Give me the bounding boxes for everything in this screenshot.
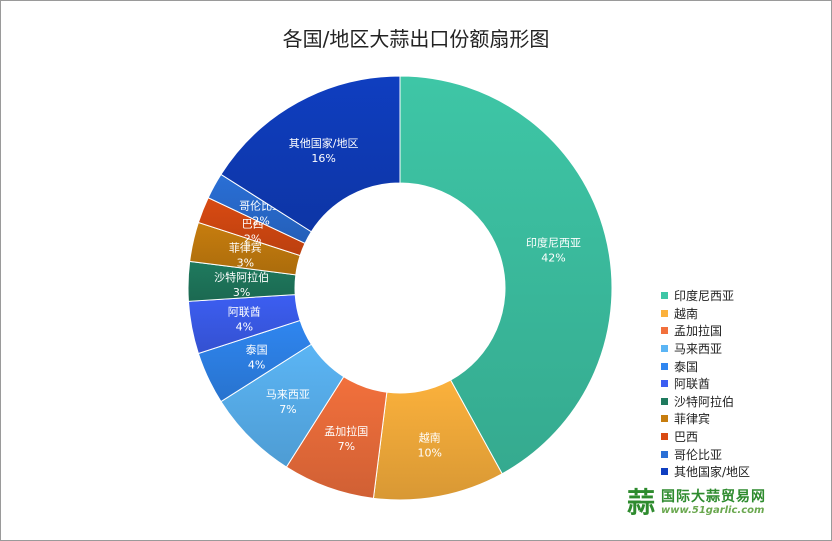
legend-label-10: 其他国家/地区 bbox=[674, 465, 751, 480]
legend-swatch-2 bbox=[661, 327, 668, 335]
slice-percent-9: 2% bbox=[252, 215, 269, 228]
slice-percent-4: 4% bbox=[248, 358, 265, 371]
chart-title: 各国/地区大蒜出口份额扇形图 bbox=[282, 27, 550, 51]
slice-percent-3: 7% bbox=[279, 403, 296, 416]
legend-item-8: 巴西 bbox=[661, 428, 750, 446]
legend-label-8: 巴西 bbox=[674, 430, 699, 445]
slice-label-3: 马来西亚 bbox=[266, 388, 310, 401]
slice-percent-5: 4% bbox=[236, 321, 253, 334]
slice-label-0: 印度尼西亚 bbox=[526, 236, 581, 250]
legend-swatch-10 bbox=[661, 468, 668, 476]
legend-item-7: 菲律宾 bbox=[661, 410, 750, 428]
legend-item-0: 印度尼西亚 bbox=[661, 287, 750, 305]
legend-label-1: 越南 bbox=[674, 306, 699, 321]
garlic-logo-icon: 蒜 bbox=[627, 486, 655, 519]
legend-label-6: 沙特阿拉伯 bbox=[674, 394, 735, 409]
slice-percent-0: 42% bbox=[541, 252, 565, 265]
slice-label-1: 越南 bbox=[419, 431, 441, 445]
legend-swatch-3 bbox=[661, 345, 668, 353]
slice-label-6: 沙特阿拉伯 bbox=[214, 270, 269, 284]
chart-legend: 印度尼西亚越南孟加拉国马来西亚泰国阿联酋沙特阿拉伯菲律宾巴西哥伦比亚其他国家/地… bbox=[661, 287, 750, 481]
slice-label-5: 阿联酋 bbox=[228, 305, 261, 319]
svg-text:蒜: 蒜 bbox=[627, 486, 655, 519]
legend-swatch-8 bbox=[661, 433, 668, 441]
legend-label-9: 哥伦比亚 bbox=[674, 447, 723, 462]
legend-item-2: 孟加拉国 bbox=[661, 322, 750, 340]
legend-item-3: 马来西亚 bbox=[661, 340, 750, 358]
legend-item-6: 沙特阿拉伯 bbox=[661, 393, 750, 411]
legend-swatch-0 bbox=[661, 292, 668, 300]
slice-0 bbox=[399, 75, 613, 475]
slice-label-7: 菲律宾 bbox=[229, 240, 262, 254]
watermark-site-name: 国际大蒜贸易网 bbox=[661, 489, 766, 505]
legend-label-0: 印度尼西亚 bbox=[674, 289, 735, 304]
site-watermark: 蒜 国际大蒜贸易网 www.51garlic.com bbox=[626, 484, 776, 522]
legend-item-5: 阿联酋 bbox=[661, 375, 750, 393]
legend-swatch-4 bbox=[661, 362, 668, 370]
slice-percent-10: 16% bbox=[311, 152, 335, 165]
legend-swatch-1 bbox=[661, 309, 668, 317]
slice-percent-6: 3% bbox=[233, 286, 250, 299]
slice-label-2: 孟加拉国 bbox=[324, 424, 368, 438]
legend-swatch-5 bbox=[661, 380, 668, 388]
legend-swatch-9 bbox=[661, 450, 668, 458]
slice-percent-8: 2% bbox=[244, 233, 261, 246]
legend-item-4: 泰国 bbox=[661, 357, 750, 375]
legend-label-3: 马来西亚 bbox=[674, 342, 723, 357]
slice-label-10: 其他国家/地区 bbox=[289, 136, 359, 150]
legend-label-4: 泰国 bbox=[674, 359, 699, 374]
legend-swatch-7 bbox=[661, 415, 668, 423]
legend-item-1: 越南 bbox=[661, 305, 750, 323]
legend-swatch-6 bbox=[661, 397, 668, 405]
slice-percent-2: 7% bbox=[338, 440, 355, 453]
slice-10 bbox=[220, 75, 401, 233]
slice-label-4: 泰国 bbox=[246, 342, 268, 356]
legend-item-9: 哥伦比亚 bbox=[661, 445, 750, 463]
legend-label-7: 菲律宾 bbox=[674, 412, 711, 427]
watermark-site-url: www.51garlic.com bbox=[661, 505, 765, 516]
legend-label-5: 阿联酋 bbox=[674, 377, 711, 392]
legend-label-2: 孟加拉国 bbox=[674, 324, 723, 339]
legend-item-10: 其他国家/地区 bbox=[661, 463, 750, 481]
slice-percent-1: 10% bbox=[417, 447, 441, 460]
slice-percent-7: 3% bbox=[237, 256, 254, 269]
